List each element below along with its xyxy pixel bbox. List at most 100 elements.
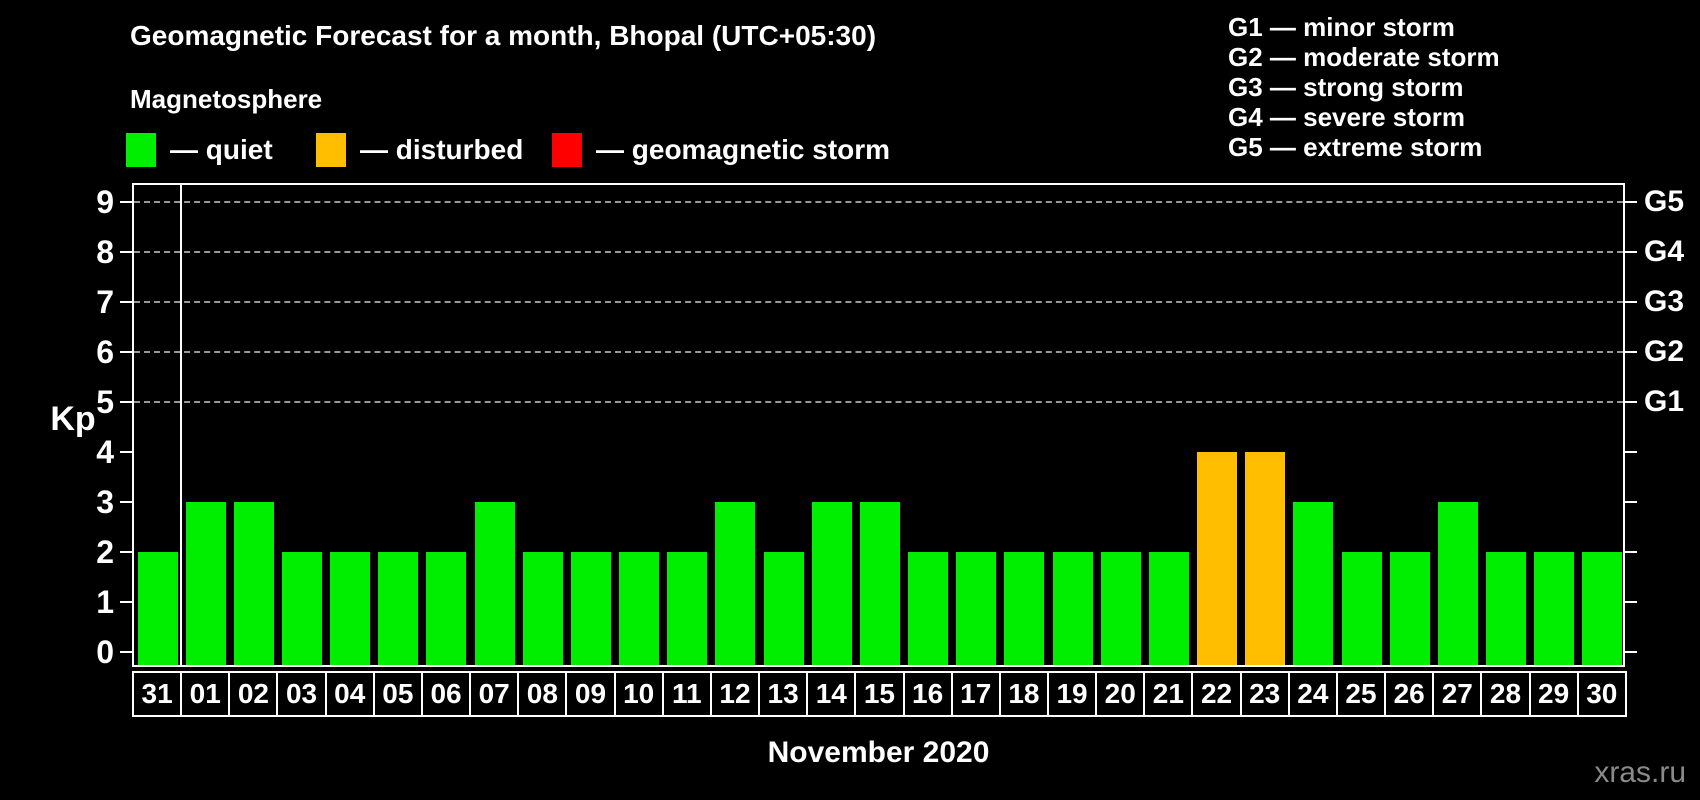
gridline-kp6 (134, 351, 1623, 353)
y-tick-label-3: 3 (96, 484, 114, 520)
day-label-30: 30 (1576, 671, 1627, 717)
kp-bar-day-20 (1100, 552, 1141, 665)
g-legend-line: G1 — minor storm (1228, 12, 1455, 42)
kp-bar-day-12 (715, 502, 756, 665)
y-tick-label-1: 1 (96, 584, 114, 620)
legend-label: — disturbed (360, 134, 524, 165)
y-tick-label-6: 6 (96, 334, 114, 370)
legend-item-disturbed: — disturbed (316, 130, 523, 170)
chart-title: Geomagnetic Forecast for a month, Bhopal… (130, 20, 877, 51)
day-label-19: 19 (1046, 671, 1098, 717)
g-axis-label-g5: G5 (1644, 185, 1685, 218)
day-label-29: 29 (1528, 671, 1579, 717)
x-axis-day-labels: 31 01 02 03 04 05 06 07 08 09 10 11 12 13 14 15 16 17 18 19… (132, 671, 1627, 717)
legend-item-storm: — geomagnetic storm (552, 130, 890, 170)
right-tick-kp8 (1625, 251, 1637, 253)
kp-bar-day-23 (1245, 452, 1286, 665)
kp-bar-day-25 (1341, 552, 1382, 665)
day-label-01: 01 (180, 671, 231, 717)
day-label-07: 07 (469, 671, 520, 717)
kp-bar-day-04 (330, 552, 371, 665)
right-tick-kp2 (1625, 551, 1637, 553)
kp-bar-day-02 (233, 502, 274, 665)
kp-bar-day-17 (956, 552, 997, 665)
left-tick-kp7 (120, 301, 132, 303)
y-tick-label-9: 9 (96, 184, 114, 220)
day-label-18: 18 (998, 671, 1049, 717)
legend-label: — geomagnetic storm (596, 134, 891, 165)
day-label-04: 04 (324, 671, 375, 717)
day-label-21: 21 (1143, 671, 1194, 717)
gridline-kp5 (134, 401, 1623, 403)
day-label-09: 09 (565, 671, 616, 717)
kp-bar-day-24 (1293, 502, 1334, 665)
day-label-06: 06 (420, 671, 472, 717)
g-legend-line: G5 — extreme storm (1228, 132, 1483, 162)
kp-bar-day-06 (426, 552, 467, 665)
kp-bar-day-09 (570, 552, 611, 665)
kp-bar-day-07 (474, 502, 515, 665)
right-tick-kp9 (1625, 201, 1637, 203)
legend-item-quiet: — quiet (126, 130, 273, 170)
left-tick-kp5 (120, 401, 132, 403)
g-axis-label-g2: G2 (1644, 335, 1685, 368)
day-label-16: 16 (902, 671, 953, 717)
day-label-25: 25 (1335, 671, 1387, 717)
left-tick-kp9 (120, 201, 132, 203)
left-tick-kp0 (120, 651, 132, 653)
y-tick-label-0: 0 (96, 634, 114, 670)
kp-bar-day-14 (811, 502, 852, 665)
kp-bar-day-11 (667, 552, 708, 665)
kp-bar-day-31 (137, 552, 178, 665)
kp-bar-day-15 (859, 502, 900, 665)
right-tick-kp0 (1625, 651, 1637, 653)
day-label-02: 02 (228, 671, 279, 717)
quiet-swatch-icon (126, 133, 156, 167)
left-tick-kp3 (120, 501, 132, 503)
left-tick-kp8 (120, 251, 132, 253)
right-tick-kp3 (1625, 501, 1637, 503)
g-legend-line: G3 — strong storm (1228, 72, 1464, 102)
right-tick-kp6 (1625, 351, 1637, 353)
y-tick-label-7: 7 (96, 284, 114, 320)
kp-bar-day-13 (763, 552, 804, 665)
left-tick-kp2 (120, 551, 132, 553)
kp-bar-day-26 (1389, 552, 1430, 665)
kp-bar-day-16 (908, 552, 949, 665)
left-tick-kp1 (120, 601, 132, 603)
kp-bar-day-18 (1004, 552, 1045, 665)
kp-bar-day-08 (522, 552, 563, 665)
disturbed-swatch-icon (316, 133, 346, 167)
kp-bar-day-30 (1582, 552, 1623, 665)
kp-bar-day-05 (378, 552, 419, 665)
kp-bar-day-21 (1148, 552, 1189, 665)
kp-bar-day-22 (1197, 452, 1238, 665)
g-axis-label-g4: G4 (1644, 235, 1685, 268)
watermark: xras.ru (1594, 756, 1686, 789)
day-label-31: 31 (132, 671, 183, 717)
day-label-12: 12 (709, 671, 761, 717)
day-label-27: 27 (1432, 671, 1483, 717)
day-label-13: 13 (758, 671, 809, 717)
storm-swatch-icon (552, 133, 582, 167)
legend-label: — quiet (170, 134, 273, 165)
g-legend-line: G4 — severe storm (1228, 102, 1466, 132)
kp-bar-day-03 (281, 552, 322, 665)
x-axis-title: November 2020 (767, 736, 990, 769)
day-label-28: 28 (1480, 671, 1531, 717)
day-label-03: 03 (276, 671, 327, 717)
day-label-14: 14 (806, 671, 857, 717)
right-tick-kp7 (1625, 301, 1637, 303)
kp-bar-day-19 (1052, 552, 1093, 665)
y-tick-label-8: 8 (96, 234, 114, 270)
kp-bar-day-28 (1486, 552, 1527, 665)
right-tick-kp5 (1625, 401, 1637, 403)
right-tick-kp4 (1625, 451, 1637, 453)
day-label-10: 10 (613, 671, 664, 717)
kp-bar-day-01 (185, 502, 226, 665)
right-tick-kp1 (1625, 601, 1637, 603)
day-label-17: 17 (950, 671, 1001, 717)
day-label-08: 08 (517, 671, 568, 717)
y-tick-label-5: 5 (96, 384, 114, 420)
